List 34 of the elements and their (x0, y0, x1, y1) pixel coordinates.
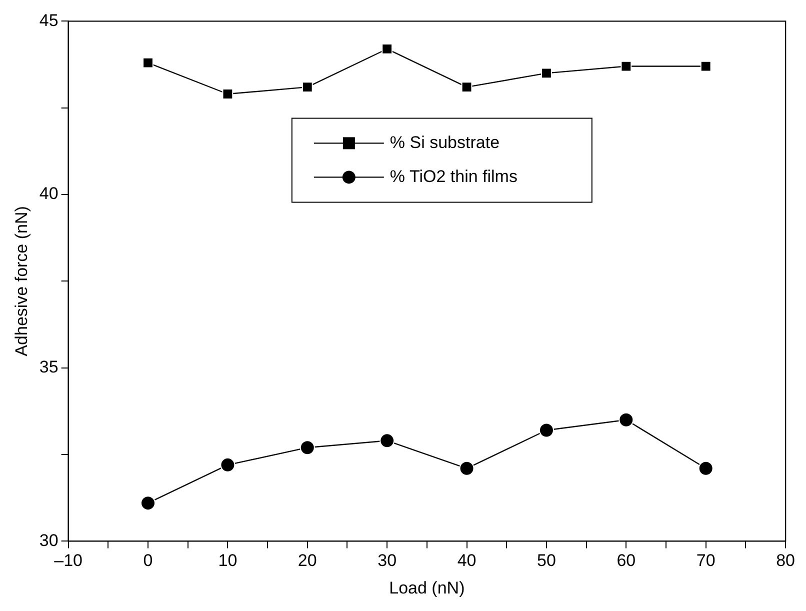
x-axis-title: Load (nN) (389, 578, 465, 598)
legend-label: % Si substrate (390, 132, 500, 152)
point (380, 433, 395, 448)
y-tick-label: 35 (39, 358, 58, 377)
point (698, 460, 714, 476)
x-tick-label: 10 (218, 551, 238, 570)
point (618, 412, 634, 428)
x-tick-label: –10 (54, 551, 82, 570)
y-tick-label: 45 (39, 10, 58, 30)
y-axis-title: Adhesive force (nN) (12, 206, 31, 356)
point (220, 457, 236, 472)
point (302, 82, 313, 93)
x-tick-label: 50 (537, 551, 556, 570)
x-tick-label: 70 (696, 551, 716, 570)
x-tick-label: 80 (776, 551, 796, 570)
point (620, 60, 632, 72)
legend-label: % TiO2 thin films (390, 166, 518, 186)
x-tick-label: 0 (143, 551, 153, 570)
y-tick-label: 30 (39, 530, 58, 550)
point (461, 82, 472, 93)
point (222, 88, 234, 100)
x-tick-label: 30 (378, 551, 397, 570)
x-tick-label: 40 (457, 551, 476, 570)
point (459, 460, 474, 476)
point (538, 422, 554, 438)
x-tick-label: 60 (616, 551, 636, 570)
x-tick-label: 20 (298, 551, 317, 570)
point (541, 68, 552, 79)
point (382, 43, 393, 54)
y-tick-label: 40 (39, 184, 58, 204)
point (300, 440, 315, 456)
point (700, 60, 712, 72)
point (140, 496, 156, 511)
point (142, 57, 154, 68)
